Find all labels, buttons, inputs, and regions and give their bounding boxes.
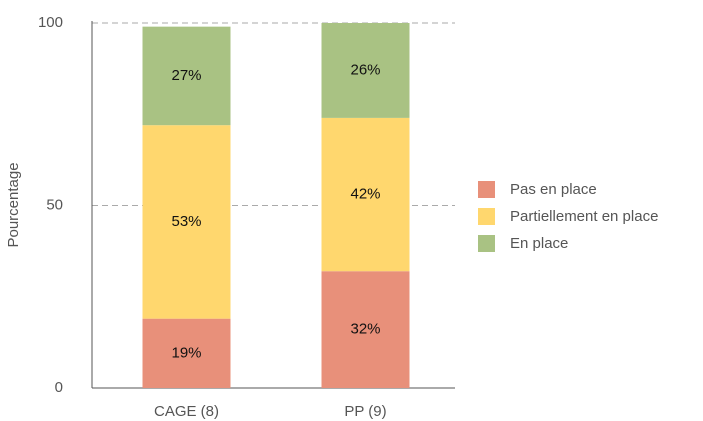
bar-segment — [142, 26, 231, 126]
legend-swatch — [478, 181, 495, 198]
bar-segment — [321, 23, 410, 118]
y-tick-label: 0 — [55, 379, 63, 396]
legend-label: Partiellement en place — [510, 208, 658, 225]
x-tick-label: PP (9) — [344, 403, 386, 420]
bar-segment — [321, 117, 410, 272]
bar-segment — [142, 125, 231, 319]
value-label: 42% — [350, 186, 380, 203]
value-label: 32% — [350, 321, 380, 338]
y-tick-label: 50 — [46, 196, 63, 213]
x-tick-label: CAGE (8) — [154, 403, 219, 420]
legend-swatch — [478, 208, 495, 225]
bar-segment — [321, 271, 410, 388]
legend-label: En place — [510, 235, 568, 252]
value-label: 53% — [171, 213, 201, 230]
value-label: 27% — [171, 67, 201, 84]
legend-swatch — [478, 235, 495, 252]
y-tick-label: 100 — [38, 14, 63, 31]
bar-segment — [142, 318, 231, 388]
legend-label: Pas en place — [510, 181, 597, 198]
value-label: 19% — [171, 344, 201, 361]
value-label: 26% — [350, 61, 380, 78]
y-axis-label: Pourcentage — [5, 162, 22, 247]
